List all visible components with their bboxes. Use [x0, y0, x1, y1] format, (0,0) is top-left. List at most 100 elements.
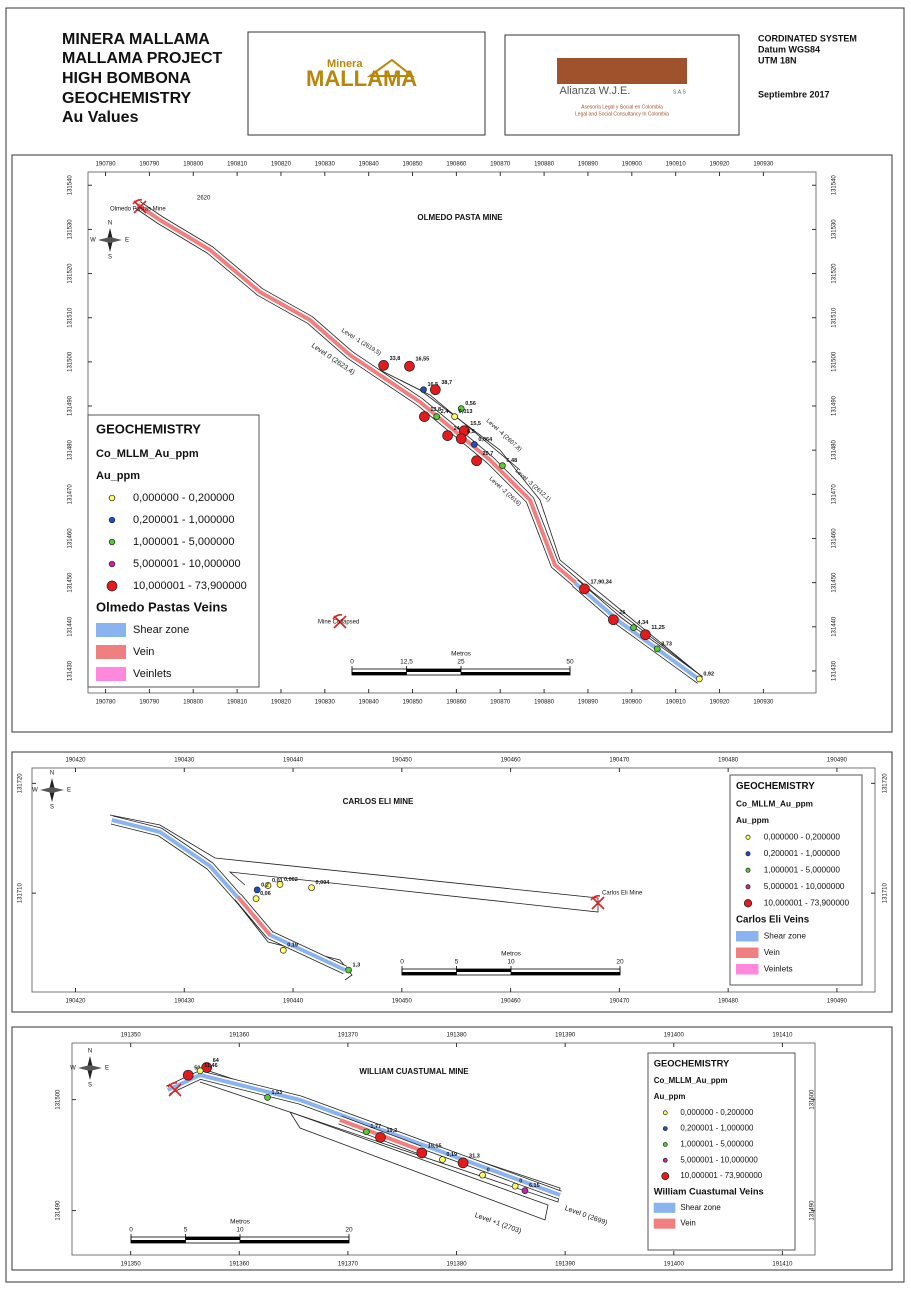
- scale-label: 5: [184, 1227, 188, 1234]
- compass-label: W: [32, 788, 38, 794]
- header-title: MALLAMA PROJECT: [62, 50, 223, 67]
- north-arrow: [98, 237, 122, 243]
- legend-swatch: [736, 931, 759, 942]
- x-tick-label: 190490: [827, 999, 848, 1005]
- map-frame: [11, 751, 893, 1013]
- x-tick-label: 190800: [183, 700, 204, 706]
- sample-point: [419, 411, 430, 422]
- scale-segment: [131, 1240, 186, 1243]
- y-tick-label: 131490: [832, 395, 838, 416]
- y-tick-label: 131470: [68, 484, 74, 505]
- sample-label: 3,73: [661, 641, 672, 647]
- y-tick-label: 131720: [18, 773, 24, 794]
- sample-point: [276, 881, 284, 888]
- sample-label: 6,48: [506, 458, 517, 464]
- x-tick-label: 190460: [501, 999, 522, 1005]
- legend-label: 1,000001 - 5,000000: [764, 865, 841, 874]
- mine-symbol: [132, 199, 147, 214]
- sample-point: [653, 645, 661, 653]
- scale-title: Metros: [230, 1219, 251, 1226]
- vein-outline: [289, 1111, 549, 1221]
- legend-box: [87, 414, 260, 688]
- sample-label: 11,25: [651, 625, 664, 631]
- compass-label: W: [70, 1066, 76, 1072]
- compass-label: W: [90, 238, 96, 244]
- scale-title: Metros: [501, 951, 522, 958]
- x-tick-label: 191400: [664, 1033, 685, 1039]
- x-tick-label: 190880: [534, 162, 555, 168]
- sample-point: [455, 433, 467, 445]
- compass-label: E: [105, 1066, 109, 1072]
- legend-veins-title: William Cuastumal Veins: [654, 1186, 764, 1196]
- north-arrow: [40, 787, 64, 793]
- sample-label: 0,06: [260, 891, 271, 897]
- compass-label: S: [50, 805, 54, 811]
- x-tick-label: 191390: [555, 1262, 576, 1268]
- legend-symbol: [662, 1157, 668, 1163]
- map-title: CARLOS ELI MINE: [343, 797, 414, 806]
- map-frame: [11, 1026, 893, 1271]
- legend-swatch: [653, 1202, 676, 1213]
- scale-label: 50: [566, 659, 574, 666]
- vein: [111, 818, 346, 972]
- sample-point: [264, 1094, 271, 1101]
- legend-field: Co_MLLM_Au_ppm: [654, 1076, 728, 1085]
- coord-system: CORDINATED SYSTEM: [758, 33, 857, 43]
- x-tick-label: 190450: [392, 758, 413, 764]
- scale-segment: [456, 969, 511, 972]
- x-tick-label: 190890: [578, 700, 599, 706]
- legend-swatch: [96, 645, 126, 659]
- logo2-suffix: S.A.S: [673, 89, 686, 95]
- legend-swatch: [96, 667, 126, 681]
- header-title: HIGH BOMBONA: [62, 70, 191, 87]
- y-tick-label: 131490: [810, 1200, 816, 1221]
- y-tick-label: 131490: [56, 1200, 62, 1221]
- sample-point: [471, 441, 478, 448]
- sample-label: 1,53: [272, 1090, 283, 1096]
- legend-title: GEOCHEMISTRY: [654, 1058, 730, 1068]
- compass-label: E: [125, 238, 129, 244]
- x-tick-label: 190430: [174, 999, 195, 1005]
- sample-point: [201, 1062, 213, 1073]
- sample-label: 24: [454, 426, 461, 432]
- map-title: WILLIAM CUASTUMAL MINE: [359, 1067, 469, 1076]
- x-tick-label: 190920: [710, 162, 731, 168]
- x-tick-label: 190790: [139, 162, 160, 168]
- x-tick-label: 191350: [121, 1262, 142, 1268]
- sample-point: [579, 583, 590, 595]
- y-tick-label: 131540: [68, 175, 74, 196]
- scale-label: 0: [129, 1227, 133, 1234]
- sample-label: 17,90,34: [590, 579, 612, 585]
- sample-point: [640, 629, 651, 641]
- compass-label: N: [88, 1049, 92, 1055]
- x-tick-label: 190870: [490, 700, 511, 706]
- vein: [167, 1073, 561, 1197]
- x-tick-label: 190890: [578, 162, 599, 168]
- scale-label: 25: [457, 659, 465, 666]
- sample-point: [196, 1067, 204, 1075]
- y-tick-label: 131500: [832, 351, 838, 372]
- logo-small: Minera: [327, 58, 363, 70]
- x-tick-label: 190930: [753, 700, 774, 706]
- sample-label: 0,064: [478, 437, 493, 443]
- logo2-line: Legal and Social Consultancy In Colombia: [575, 111, 669, 117]
- x-tick-label: 190920: [710, 700, 731, 706]
- legend-symbol: [745, 884, 751, 890]
- x-tick-label: 190850: [403, 162, 424, 168]
- sample-point: [439, 1156, 446, 1163]
- logo-mountain: [366, 58, 415, 77]
- legend-symbol: [662, 1142, 668, 1147]
- x-tick-label: 190460: [501, 758, 522, 764]
- sample-label: 64: [213, 1058, 220, 1064]
- y-tick-label: 131460: [832, 528, 838, 549]
- coord-system: UTM 18N: [758, 55, 797, 65]
- legend-label: 10,000001 - 73,900000: [764, 898, 850, 907]
- sample-point: [404, 360, 415, 372]
- x-tick-label: 190830: [315, 162, 336, 168]
- logo2-name: Alianza W.J.E.: [560, 85, 631, 97]
- map-frame: [11, 154, 893, 733]
- legend-label: 5,000001 - 10,000000: [133, 558, 241, 570]
- x-tick-label: 190790: [139, 700, 160, 706]
- legend-label: 0,000000 - 0,200000: [680, 1108, 754, 1117]
- vein: [573, 581, 702, 682]
